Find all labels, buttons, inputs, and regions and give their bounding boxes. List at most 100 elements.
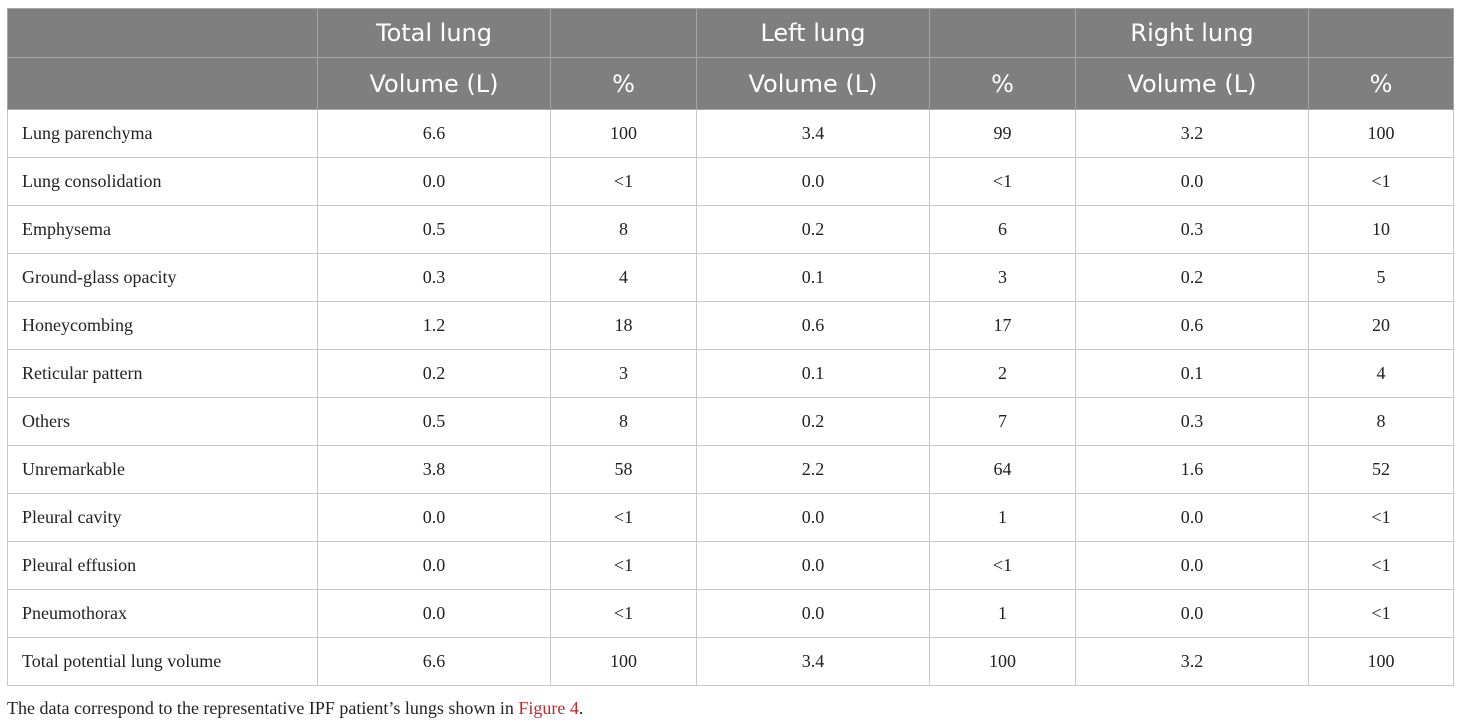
table-caption: The data correspond to the representativ… — [7, 698, 583, 719]
value-cell: 1.2 — [317, 301, 551, 350]
value-cell: 0.2 — [317, 349, 551, 398]
sub-header-cell — [7, 57, 318, 110]
table-row: Ground-glass opacity 0.3 4 0.1 3 0.2 5 — [7, 253, 1454, 302]
row-label-cell: Pleural effusion — [7, 541, 318, 590]
value-cell: 6.6 — [317, 109, 551, 158]
value-cell: 3.2 — [1075, 109, 1309, 158]
value-cell: 0.0 — [317, 589, 551, 638]
value-cell: 0.0 — [696, 493, 930, 542]
table-row: Lung consolidation 0.0 <1 0.0 <1 0.0 <1 — [7, 157, 1454, 206]
table-row: Pleural effusion 0.0 <1 0.0 <1 0.0 <1 — [7, 541, 1454, 590]
value-cell: 8 — [550, 397, 697, 446]
row-label-cell: Total potential lung volume — [7, 637, 318, 686]
value-cell: 100 — [1308, 109, 1454, 158]
sub-header-cell: Volume (L) — [317, 57, 551, 110]
value-cell: 1 — [929, 493, 1076, 542]
row-label-cell: Ground-glass opacity — [7, 253, 318, 302]
value-cell: <1 — [550, 541, 697, 590]
value-cell: <1 — [1308, 589, 1454, 638]
row-label-cell: Others — [7, 397, 318, 446]
value-cell: 3.2 — [1075, 637, 1309, 686]
value-cell: 52 — [1308, 445, 1454, 494]
group-header-cell — [1308, 8, 1454, 58]
value-cell: 7 — [929, 397, 1076, 446]
table-row: Unremarkable 3.8 58 2.2 64 1.6 52 — [7, 445, 1454, 494]
value-cell: 58 — [550, 445, 697, 494]
value-cell: 2.2 — [696, 445, 930, 494]
value-cell: 0.0 — [1075, 157, 1309, 206]
table-row: Lung parenchyma 6.6 100 3.4 99 3.2 100 — [7, 109, 1454, 158]
table-row: Reticular pattern 0.2 3 0.1 2 0.1 4 — [7, 349, 1454, 398]
value-cell: 100 — [550, 637, 697, 686]
group-header-row: Total lung Left lung Right lung — [7, 8, 1454, 58]
caption-end: . — [578, 698, 584, 718]
value-cell: <1 — [929, 541, 1076, 590]
value-cell: 0.0 — [696, 589, 930, 638]
value-cell: 0.5 — [317, 205, 551, 254]
sub-header-cell: Volume (L) — [696, 57, 930, 110]
value-cell: 3.4 — [696, 109, 930, 158]
value-cell: <1 — [550, 589, 697, 638]
row-label-cell: Lung parenchyma — [7, 109, 318, 158]
value-cell: 8 — [1308, 397, 1454, 446]
figure-link[interactable]: Figure 4 — [518, 698, 579, 718]
sub-header-cell: % — [929, 57, 1076, 110]
sub-header-row: Volume (L) % Volume (L) % Volume (L) % — [7, 57, 1454, 110]
value-cell: 0.5 — [317, 397, 551, 446]
value-cell: 8 — [550, 205, 697, 254]
table-row: Others 0.5 8 0.2 7 0.3 8 — [7, 397, 1454, 446]
table-row: Total potential lung volume 6.6 100 3.4 100 3… — [7, 637, 1454, 686]
value-cell: 4 — [1308, 349, 1454, 398]
value-cell: <1 — [1308, 493, 1454, 542]
value-cell: 3.8 — [317, 445, 551, 494]
value-cell: 1 — [929, 589, 1076, 638]
lung-volume-table: Total lung Left lung Right lung Volume (… — [7, 8, 1454, 686]
value-cell: 64 — [929, 445, 1076, 494]
group-header-cell — [7, 8, 318, 58]
table-row: Pneumothorax 0.0 <1 0.0 1 0.0 <1 — [7, 589, 1454, 638]
row-label-cell: Reticular pattern — [7, 349, 318, 398]
value-cell: <1 — [550, 493, 697, 542]
value-cell: <1 — [929, 157, 1076, 206]
row-label-cell: Lung consolidation — [7, 157, 318, 206]
table-row: Emphysema 0.5 8 0.2 6 0.3 10 — [7, 205, 1454, 254]
group-header-cell: Left lung — [696, 8, 930, 58]
value-cell: 1.6 — [1075, 445, 1309, 494]
value-cell: 17 — [929, 301, 1076, 350]
row-label-cell: Pleural cavity — [7, 493, 318, 542]
value-cell: 0.6 — [696, 301, 930, 350]
value-cell: 3 — [929, 253, 1076, 302]
value-cell: 0.1 — [1075, 349, 1309, 398]
value-cell: 0.0 — [696, 157, 930, 206]
value-cell: <1 — [1308, 541, 1454, 590]
table-body: Lung parenchyma 6.6 100 3.4 99 3.2 100 Lung con… — [7, 109, 1454, 686]
value-cell: 4 — [550, 253, 697, 302]
group-header-cell — [550, 8, 697, 58]
value-cell: <1 — [1308, 157, 1454, 206]
value-cell: 5 — [1308, 253, 1454, 302]
value-cell: 6 — [929, 205, 1076, 254]
value-cell: 0.3 — [1075, 397, 1309, 446]
group-header-cell — [929, 8, 1076, 58]
value-cell: 0.3 — [1075, 205, 1309, 254]
group-header-cell: Right lung — [1075, 8, 1309, 58]
value-cell: 0.6 — [1075, 301, 1309, 350]
value-cell: 99 — [929, 109, 1076, 158]
row-label-cell: Honeycombing — [7, 301, 318, 350]
sub-header-cell: Volume (L) — [1075, 57, 1309, 110]
value-cell: 100 — [1308, 637, 1454, 686]
sub-header-cell: % — [1308, 57, 1454, 110]
row-label-cell: Pneumothorax — [7, 589, 318, 638]
group-header-cell: Total lung — [317, 8, 551, 58]
value-cell: 6.6 — [317, 637, 551, 686]
value-cell: 0.0 — [1075, 589, 1309, 638]
caption-text: The data correspond to the representativ… — [7, 698, 519, 718]
sub-header-cell: % — [550, 57, 697, 110]
value-cell: 0.0 — [317, 157, 551, 206]
value-cell: 10 — [1308, 205, 1454, 254]
table-row: Honeycombing 1.2 18 0.6 17 0.6 20 — [7, 301, 1454, 350]
value-cell: 0.2 — [1075, 253, 1309, 302]
value-cell: 3 — [550, 349, 697, 398]
value-cell: 0.0 — [1075, 493, 1309, 542]
value-cell: 0.0 — [696, 541, 930, 590]
